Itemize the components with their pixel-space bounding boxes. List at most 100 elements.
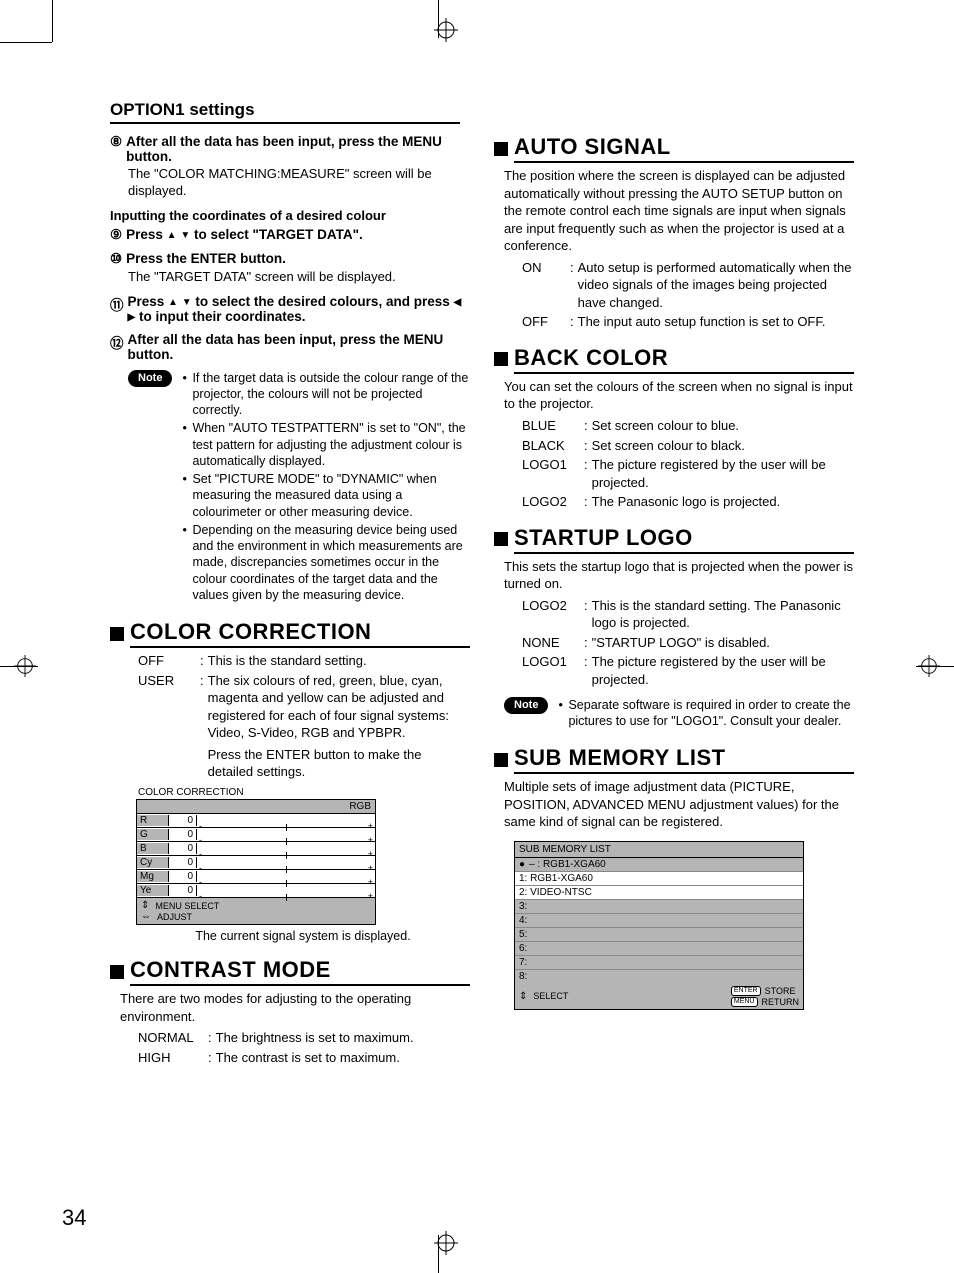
option-label: HIGH <box>138 1049 208 1067</box>
text: The six colours of red, green, blue, cya… <box>208 673 449 741</box>
step-body: The "TARGET DATA" screen will be display… <box>128 269 470 286</box>
option-desc: Set screen colour to black. <box>592 437 854 455</box>
sm-row-text: 4: <box>519 915 527 926</box>
sm-row: 8: <box>515 970 803 984</box>
step-number: ⑫ <box>110 332 124 362</box>
sm-row-text: – : RGB1-XGA60 <box>529 859 606 870</box>
square-bullet-icon <box>494 142 508 156</box>
note-item: If the target data is outside the colour… <box>182 370 470 419</box>
section-heading: STARTUP LOGO <box>514 525 854 554</box>
option-desc: "STARTUP LOGO" is disabled. <box>592 634 854 652</box>
colon: : <box>584 437 588 455</box>
cc-row: G0-+ <box>136 828 376 842</box>
section-heading-row: BACK COLOR <box>494 345 854 374</box>
step-body: The "COLOR MATCHING:MEASURE" screen will… <box>128 166 470 200</box>
option-desc: The picture registered by the user will … <box>592 456 854 491</box>
note-block: Note If the target data is outside the c… <box>128 370 470 606</box>
colon: : <box>584 417 588 435</box>
sm-row: 1: RGB1-XGA60 <box>515 872 803 886</box>
square-bullet-icon <box>494 352 508 366</box>
note-list: Separate software is required in order t… <box>558 697 854 732</box>
right-column: AUTO SIGNAL The position where the scree… <box>494 134 854 1068</box>
colon: : <box>200 652 204 670</box>
sm-row: 6: <box>515 942 803 956</box>
store-label: STORE <box>765 986 796 996</box>
option-label: USER <box>138 672 200 781</box>
note-block: Note Separate software is required in or… <box>504 697 854 732</box>
cc-value: 0 <box>169 871 197 882</box>
cc-channel: Cy <box>137 857 169 868</box>
updown-icon <box>141 900 149 911</box>
updown-icon <box>519 991 527 1002</box>
section-intro: Multiple sets of image adjustment data (… <box>504 778 854 831</box>
panel-title: COLOR CORRECTION <box>136 787 376 798</box>
cc-channel: Ye <box>137 885 169 896</box>
step-heading: After all the data has been input, press… <box>128 332 471 362</box>
option-row: LOGO2:The Panasonic logo is projected. <box>522 493 854 511</box>
step-heading: Press ▲ ▼ to select "TARGET DATA". <box>126 227 363 243</box>
note-item: When "AUTO TESTPATTERN" is set to "ON", … <box>182 420 470 469</box>
arrow-down-icon: ▼ <box>182 297 192 308</box>
option-row: NORMAL : The brightness is set to maximu… <box>138 1029 470 1047</box>
option-row: OFF : The input auto setup function is s… <box>522 313 854 331</box>
page-title: OPTION1 settings <box>110 100 460 124</box>
plus-icon: + <box>368 835 373 845</box>
sm-row: 2: VIDEO-NTSC <box>515 886 803 900</box>
colon: : <box>584 493 588 511</box>
plus-icon: + <box>368 821 373 831</box>
option-desc: This is the standard setting. <box>208 652 470 670</box>
option-desc: Set screen colour to blue. <box>592 417 854 435</box>
colon: : <box>584 456 588 491</box>
dot-icon: ● <box>519 859 525 870</box>
square-bullet-icon <box>494 753 508 767</box>
menu-pill: MENU <box>731 997 758 1007</box>
cc-value: 0 <box>169 815 197 826</box>
cc-row: Mg0-+ <box>136 870 376 884</box>
section-heading-row: STARTUP LOGO <box>494 525 854 554</box>
step-8: ⑧ After all the data has been input, pre… <box>110 134 470 200</box>
text: to input their coordinates. <box>139 309 306 324</box>
option-row: OFF : This is the standard setting. <box>138 652 470 670</box>
arrow-up-icon: ▲ <box>167 230 177 241</box>
option-label: BLACK <box>522 437 584 455</box>
option-row: ON : Auto setup is performed automatical… <box>522 259 854 312</box>
option-label: LOGO2 <box>522 597 584 632</box>
minus-icon: - <box>199 863 202 873</box>
section-heading-row: SUB MEMORY LIST <box>494 745 854 774</box>
section-heading: BACK COLOR <box>514 345 854 374</box>
note-badge: Note <box>504 697 548 714</box>
plus-icon: + <box>368 877 373 887</box>
option-list: BLUE:Set screen colour to blue. BLACK:Se… <box>522 417 854 511</box>
option-desc: The six colours of red, green, blue, cya… <box>208 672 470 781</box>
colon: : <box>570 259 574 312</box>
cc-row: B0-+ <box>136 842 376 856</box>
minus-icon: - <box>199 835 202 845</box>
foot-label: MENU SELECT <box>155 901 219 911</box>
panel-caption: The current signal system is displayed. <box>136 929 470 943</box>
sm-row: 3: <box>515 900 803 914</box>
note-item: Set "PICTURE MODE" to "DYNAMIC" when mea… <box>182 471 470 520</box>
colon: : <box>584 653 588 688</box>
sub-memory-panel: SUB MEMORY LIST ●– : RGB1-XGA601: RGB1-X… <box>514 841 804 1010</box>
step-11: ⑪ Press ▲ ▼ to select the desired colour… <box>110 294 470 324</box>
crop-mark <box>52 0 53 42</box>
sm-row-text: 6: <box>519 943 527 954</box>
note-badge: Note <box>128 370 172 387</box>
option-label: OFF <box>522 313 570 331</box>
option-label: BLUE <box>522 417 584 435</box>
section-heading: SUB MEMORY LIST <box>514 745 854 774</box>
return-label: RETURN <box>762 997 800 1007</box>
step-heading: Press the ENTER button. <box>126 251 286 267</box>
option-row: LOGO1:The picture registered by the user… <box>522 456 854 491</box>
sm-row-text: 7: <box>519 957 527 968</box>
arrow-left-icon: ◀ <box>453 297 461 308</box>
option-label: NONE <box>522 634 584 652</box>
section-intro: You can set the colours of the screen wh… <box>504 378 854 413</box>
option-row: BLACK:Set screen colour to black. <box>522 437 854 455</box>
plus-icon: + <box>368 891 373 901</box>
panel-header: RGB <box>136 799 376 814</box>
option-row: BLUE:Set screen colour to blue. <box>522 417 854 435</box>
sm-row-text: 3: <box>519 901 527 912</box>
step-number: ⑪ <box>110 294 124 324</box>
panel-footer: SELECT ENTERSTORE MENURETURN <box>515 984 803 1009</box>
